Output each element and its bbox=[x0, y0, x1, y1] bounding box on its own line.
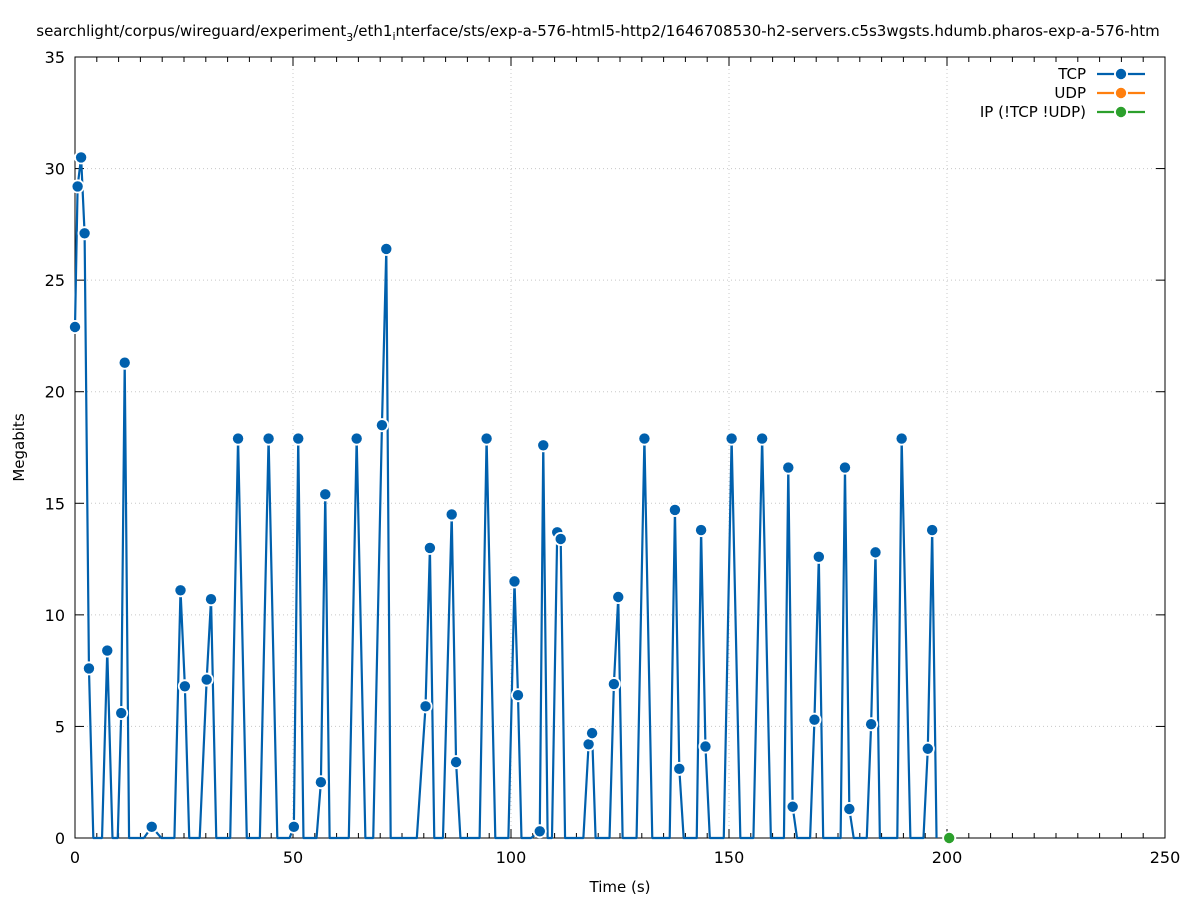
x-tick-label: 100 bbox=[496, 848, 527, 867]
data-point bbox=[695, 524, 707, 536]
data-point bbox=[922, 743, 934, 754]
legend-marker bbox=[1115, 68, 1127, 80]
data-point bbox=[175, 585, 186, 596]
data-point bbox=[700, 741, 711, 752]
legend-label: IP (!TCP !UDP) bbox=[980, 103, 1086, 121]
data-point bbox=[420, 701, 431, 712]
data-point bbox=[376, 419, 388, 431]
chart-title-part: 3 bbox=[346, 31, 353, 44]
axis-ticks bbox=[74, 56, 1166, 839]
data-point bbox=[534, 826, 545, 837]
data-point bbox=[726, 433, 737, 444]
data-point bbox=[351, 433, 362, 444]
axis-tick-labels: 0 50 100 150 200 250 0 5 10 15 20 25 30 35 bbox=[45, 48, 1181, 867]
data-point bbox=[608, 678, 620, 690]
data-point bbox=[119, 357, 130, 368]
data-point bbox=[669, 504, 681, 516]
data-point bbox=[424, 542, 436, 554]
data-point bbox=[315, 777, 327, 788]
series-layer bbox=[68, 150, 957, 845]
data-point bbox=[450, 756, 462, 768]
data-point bbox=[538, 440, 549, 451]
data-point bbox=[232, 433, 244, 444]
data-point bbox=[146, 821, 157, 833]
series-0 bbox=[68, 150, 940, 840]
chart-title-part: searchlight/corpus/wireguard/experiment bbox=[36, 22, 346, 40]
data-point bbox=[179, 681, 191, 692]
y-tick-label: 25 bbox=[45, 271, 65, 290]
x-axis-label: Time (s) bbox=[589, 878, 651, 896]
data-point bbox=[116, 707, 127, 719]
data-point bbox=[72, 181, 83, 192]
data-point bbox=[870, 547, 881, 558]
y-tick-label: 10 bbox=[45, 606, 65, 625]
y-tick-label: 35 bbox=[45, 48, 65, 67]
data-point bbox=[639, 433, 650, 444]
series-line bbox=[73, 156, 938, 840]
data-point bbox=[201, 674, 212, 685]
data-point bbox=[783, 462, 794, 473]
data-point bbox=[288, 821, 300, 833]
data-point bbox=[926, 524, 938, 536]
data-point bbox=[613, 591, 624, 603]
data-point bbox=[583, 739, 594, 750]
y-tick-label: 30 bbox=[45, 160, 65, 179]
data-point bbox=[75, 152, 87, 163]
data-point bbox=[844, 803, 855, 815]
data-point bbox=[674, 763, 685, 775]
data-point bbox=[69, 321, 81, 333]
legend-marker bbox=[1115, 106, 1127, 118]
data-point bbox=[509, 576, 520, 587]
data-point bbox=[446, 509, 457, 520]
data-point bbox=[481, 433, 492, 444]
legend-marker bbox=[1115, 87, 1127, 99]
data-point bbox=[79, 228, 90, 239]
chart-title-text: searchlight/corpus/wireguard/experiment3… bbox=[36, 22, 1159, 44]
x-tick-label: 150 bbox=[714, 848, 745, 867]
data-point bbox=[205, 594, 217, 605]
y-tick-label: 0 bbox=[55, 829, 65, 848]
data-point bbox=[839, 462, 851, 473]
data-point bbox=[586, 727, 598, 739]
data-point bbox=[293, 433, 304, 444]
x-tick-label: 250 bbox=[1150, 848, 1181, 867]
data-point bbox=[102, 645, 113, 656]
data-point bbox=[943, 832, 955, 844]
legend-label: TCP bbox=[1057, 65, 1086, 83]
data-point bbox=[865, 718, 877, 730]
y-axis-label: Megabits bbox=[10, 413, 28, 481]
y-tick-label: 15 bbox=[45, 494, 65, 513]
legend-label: UDP bbox=[1054, 84, 1086, 102]
data-point bbox=[813, 551, 825, 563]
data-point bbox=[83, 663, 95, 674]
data-point bbox=[896, 433, 907, 444]
chart-title: searchlight/corpus/wireguard/experiment3… bbox=[36, 22, 1159, 44]
data-point bbox=[787, 801, 798, 812]
data-point bbox=[809, 714, 820, 725]
x-tick-label: 200 bbox=[932, 848, 963, 867]
y-tick-label: 5 bbox=[55, 717, 65, 736]
data-point bbox=[555, 533, 566, 545]
series-2 bbox=[942, 831, 957, 845]
x-tick-label: 0 bbox=[70, 848, 80, 867]
data-point bbox=[512, 689, 524, 701]
chart-title-part: /eth1 bbox=[353, 22, 392, 40]
data-point bbox=[756, 433, 768, 444]
chart-title-part: nterface/sts/exp-a-576-html5-http2/16467… bbox=[396, 22, 1160, 40]
data-point bbox=[263, 433, 274, 444]
chart-title-part: i bbox=[392, 30, 395, 43]
x-tick-label: 50 bbox=[283, 848, 303, 867]
y-tick-label: 20 bbox=[45, 383, 65, 402]
data-point bbox=[381, 243, 392, 255]
data-point bbox=[320, 489, 331, 500]
